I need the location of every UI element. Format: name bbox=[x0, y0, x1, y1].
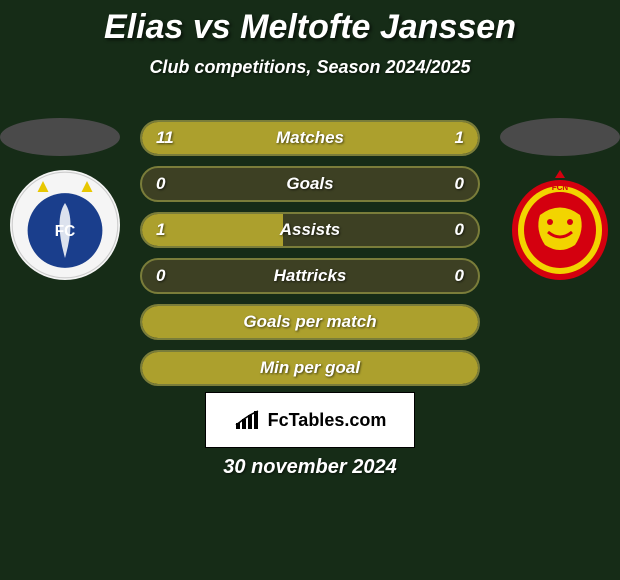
stat-value-left: 0 bbox=[156, 174, 165, 194]
chart-icon bbox=[234, 409, 262, 431]
stat-label: Matches bbox=[276, 128, 344, 148]
stat-label: Goals bbox=[286, 174, 333, 194]
stat-label: Min per goal bbox=[260, 358, 360, 378]
ellipse-right bbox=[500, 118, 620, 156]
stat-row-matches: 11 Matches 1 bbox=[140, 120, 480, 156]
team-badge-left: FC bbox=[10, 170, 120, 280]
stat-row-goals: 0 Goals 0 bbox=[140, 166, 480, 202]
stat-row-assists: 1 Assists 0 bbox=[140, 212, 480, 248]
stat-value-left: 11 bbox=[156, 128, 174, 148]
comparison-container: Elias vs Meltofte Janssen Club competiti… bbox=[0, 0, 620, 580]
date-line: 30 november 2024 bbox=[0, 456, 620, 479]
stats-list: 11 Matches 1 0 Goals 0 1 Assists 0 0 Hat… bbox=[140, 120, 480, 396]
svg-text:FC: FC bbox=[55, 223, 76, 240]
stat-value-right: 0 bbox=[455, 220, 464, 240]
brand-text: FcTables.com bbox=[268, 410, 387, 431]
stat-value-left: 1 bbox=[156, 220, 165, 240]
stat-label: Hattricks bbox=[274, 266, 347, 286]
crest-left-icon: FC bbox=[10, 170, 120, 280]
stat-value-left: 0 bbox=[156, 266, 165, 286]
brand-box: FcTables.com bbox=[205, 392, 415, 448]
page-subtitle: Club competitions, Season 2024/2025 bbox=[0, 57, 620, 78]
stat-row-goals-per-match: Goals per match bbox=[140, 304, 480, 340]
stat-row-hattricks: 0 Hattricks 0 bbox=[140, 258, 480, 294]
ellipse-left bbox=[0, 118, 120, 156]
stat-label: Goals per match bbox=[243, 312, 376, 332]
stat-row-min-per-goal: Min per goal bbox=[140, 350, 480, 386]
stat-value-right: 0 bbox=[455, 174, 464, 194]
stat-value-right: 1 bbox=[455, 128, 464, 148]
stat-label: Assists bbox=[280, 220, 340, 240]
stat-value-right: 0 bbox=[455, 266, 464, 286]
svg-text:FCN: FCN bbox=[552, 183, 569, 192]
page-title: Elias vs Meltofte Janssen bbox=[0, 0, 620, 47]
crest-right-icon: FCN bbox=[505, 170, 615, 280]
team-badge-right: FCN bbox=[505, 170, 615, 280]
